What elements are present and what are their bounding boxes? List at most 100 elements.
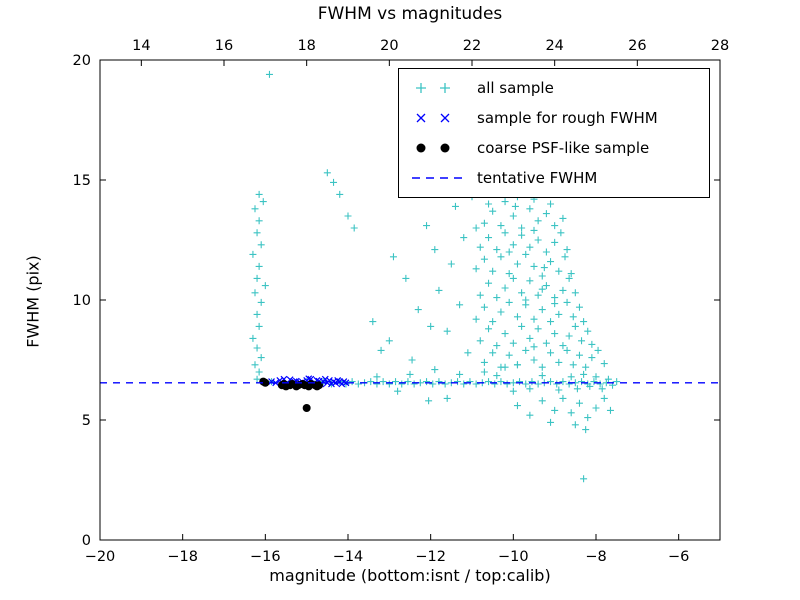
data-point <box>553 380 561 388</box>
plus-marker-icon <box>416 83 450 93</box>
data-point <box>379 378 387 386</box>
data-point <box>476 243 484 251</box>
data-point <box>447 260 455 268</box>
data-point <box>578 337 586 345</box>
data-point <box>425 397 433 405</box>
data-point <box>302 404 311 412</box>
x-tick-label: −16 <box>250 549 281 565</box>
data-point <box>259 198 267 206</box>
data-point <box>330 178 338 186</box>
data-point <box>559 342 567 350</box>
data-point <box>580 475 588 483</box>
data-point <box>518 231 526 239</box>
data-point <box>489 349 497 357</box>
data-point <box>321 375 329 383</box>
data-point <box>538 285 546 293</box>
data-point <box>565 380 573 388</box>
data-point <box>255 217 263 225</box>
data-point <box>580 370 588 378</box>
data-point <box>559 214 567 222</box>
data-point <box>604 375 612 383</box>
data-point <box>385 380 393 388</box>
data-point <box>443 394 451 402</box>
data-point <box>257 354 265 362</box>
data-point <box>369 318 377 326</box>
data-point <box>542 282 550 290</box>
data-point <box>472 315 480 323</box>
data-point <box>538 306 546 314</box>
data-point <box>522 250 530 258</box>
data-point <box>594 346 602 354</box>
data-point <box>255 262 263 270</box>
x-axis-label: magnitude (bottom:isnt / top:calib) <box>269 566 551 585</box>
data-point <box>464 349 472 357</box>
data-point <box>268 378 275 386</box>
data-point <box>592 373 600 381</box>
data-point <box>547 318 555 326</box>
data-point <box>522 301 530 309</box>
data-point <box>501 198 509 206</box>
data-point <box>451 202 459 210</box>
data-point <box>530 356 538 364</box>
data-point <box>485 378 493 386</box>
data-point <box>513 313 521 321</box>
x-top-tick-label: 14 <box>132 38 150 54</box>
data-point <box>404 378 412 386</box>
data-point <box>367 378 375 386</box>
data-point <box>505 351 513 359</box>
data-point <box>526 277 534 285</box>
data-point <box>522 346 530 354</box>
data-point <box>563 298 571 306</box>
legend-item: all sample <box>399 73 709 103</box>
data-point <box>563 346 571 354</box>
data-point <box>534 325 542 333</box>
data-point <box>509 241 517 249</box>
data-point <box>429 380 437 388</box>
data-point <box>547 258 555 266</box>
data-point <box>578 378 586 386</box>
data-point <box>489 318 497 326</box>
data-point <box>389 253 397 261</box>
data-point <box>580 318 588 326</box>
data-point <box>255 368 263 376</box>
data-point <box>505 270 513 278</box>
data-point <box>516 378 524 386</box>
data-point <box>253 310 261 318</box>
data-point <box>555 310 563 318</box>
data-point <box>373 373 381 381</box>
data-point <box>423 222 431 230</box>
data-point <box>538 272 546 280</box>
legend-label: tentative FWHM <box>477 169 598 187</box>
data-point <box>530 343 538 351</box>
data-point <box>480 303 488 311</box>
data-point <box>584 327 592 335</box>
data-point <box>476 337 484 345</box>
data-point <box>497 363 505 371</box>
series-all-sample <box>249 70 621 483</box>
data-point <box>573 385 581 393</box>
x-top-tick-label: 24 <box>545 38 563 54</box>
data-point <box>584 414 592 422</box>
data-point <box>509 387 517 395</box>
data-point <box>354 380 362 388</box>
data-point <box>511 202 519 210</box>
data-point <box>472 380 480 388</box>
x-tick-label: −8 <box>585 549 606 565</box>
data-point <box>497 253 505 261</box>
data-point <box>559 394 567 402</box>
data-point <box>567 270 575 278</box>
data-point <box>600 394 608 402</box>
data-point <box>575 399 583 407</box>
data-point <box>493 342 501 350</box>
data-point <box>526 243 534 251</box>
data-point <box>253 229 261 237</box>
data-point <box>503 380 511 388</box>
data-point <box>255 322 263 330</box>
data-point <box>582 363 590 371</box>
y-axis-label: FWHM (pix) <box>23 255 43 348</box>
data-point <box>497 308 505 316</box>
x-tick-label: −18 <box>167 549 198 565</box>
data-point <box>251 361 259 369</box>
data-point <box>392 378 400 386</box>
